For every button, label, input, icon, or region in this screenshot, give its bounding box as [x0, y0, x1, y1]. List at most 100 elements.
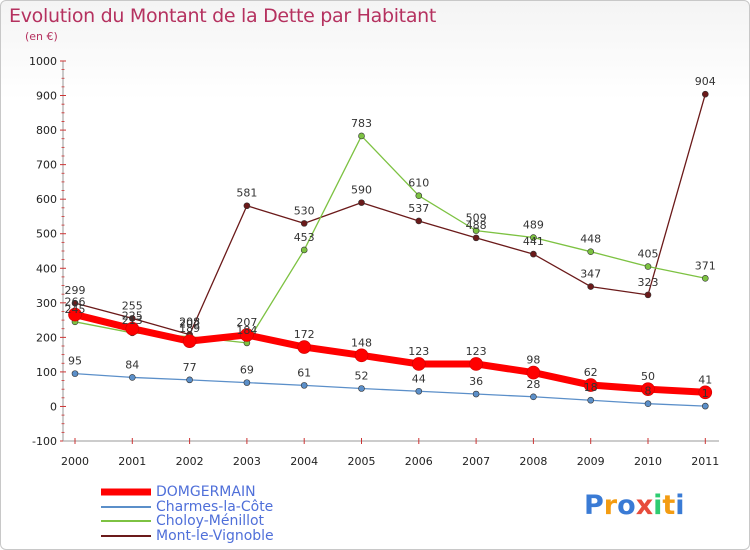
data-label: 41: [698, 373, 712, 386]
x-tick-label: 2005: [348, 455, 376, 468]
legend-item: DOMGERMAIN: [101, 485, 274, 500]
y-tick-label: -100: [32, 435, 57, 448]
x-tick-label: 2004: [290, 455, 318, 468]
data-point: [411, 357, 426, 371]
data-point: [129, 315, 136, 322]
legend-label: Choloy-Ménillot: [156, 513, 265, 529]
legend-swatch: [101, 520, 151, 523]
y-tick-label: 500: [36, 228, 57, 241]
data-label: 610: [408, 177, 429, 190]
data-label: 52: [355, 369, 369, 382]
data-label: 453: [294, 231, 315, 244]
logo-letter: P: [584, 490, 604, 521]
data-point: [698, 385, 713, 400]
legend-swatch: [101, 505, 151, 508]
data-point: [300, 382, 308, 389]
data-point: [530, 250, 537, 258]
data-label: 783: [351, 117, 372, 130]
legend-item: Charmes-la-Côte: [101, 498, 274, 515]
data-label: 84: [125, 358, 139, 371]
data-label: 347: [580, 268, 601, 281]
legend-item: Choloy-Ménillot: [101, 514, 274, 529]
y-tick-label: 0: [50, 400, 57, 413]
logo-letter: o: [617, 490, 636, 521]
series-line-mont-le-vignoble: [74, 93, 706, 336]
data-point: [68, 307, 82, 322]
y-tick-label: 100: [36, 366, 57, 379]
logo-letter: i: [653, 490, 663, 521]
data-label: 208: [179, 316, 200, 329]
x-tick-label: 2001: [118, 455, 146, 468]
data-point: [701, 90, 709, 98]
data-label: 1: [702, 387, 709, 400]
data-label: 18: [584, 381, 598, 394]
x-tick-label: 2009: [577, 455, 605, 468]
legend-label: Charmes-la-Côte: [156, 498, 274, 515]
logo-letter: t: [662, 490, 676, 521]
y-tick-label: 700: [36, 159, 57, 172]
logo-letter: i: [675, 490, 685, 521]
data-point: [354, 348, 369, 363]
data-label: 371: [695, 259, 716, 272]
data-point: [472, 234, 480, 242]
chart-legend: DOMGERMAIN Charmes-la-Côte Choloy-Ménillot…: [101, 485, 274, 543]
y-tick-label: 800: [36, 124, 57, 137]
y-tick-label: 200: [36, 331, 57, 344]
chart-title: Evolution du Montant de la Dette par Hab…: [9, 5, 437, 27]
data-point: [358, 132, 365, 140]
data-point: [587, 396, 595, 404]
data-point: [701, 274, 709, 282]
data-point: [358, 199, 365, 206]
data-label: 489: [523, 219, 544, 232]
series-line-domgermain: [74, 311, 706, 396]
data-point: [243, 379, 251, 386]
data-label: 62: [584, 366, 598, 379]
data-label: 50: [641, 370, 655, 383]
x-tick-label: 2000: [61, 455, 89, 468]
data-label: 123: [466, 345, 487, 358]
data-label: 28: [526, 378, 540, 391]
data-label: 202: [179, 318, 200, 331]
y-tick-label: 400: [36, 262, 57, 275]
data-label: 299: [65, 284, 86, 297]
x-tick-label: 2008: [519, 455, 547, 468]
data-label: 95: [68, 355, 82, 368]
data-point: [701, 402, 709, 410]
data-point: [71, 299, 79, 307]
y-tick-label: 1000: [29, 55, 57, 68]
data-label: 255: [122, 299, 143, 312]
data-point: [240, 328, 254, 342]
data-label: 8: [645, 385, 652, 398]
data-label: 537: [408, 202, 429, 215]
y-tick-label: 600: [36, 193, 57, 206]
data-label: 77: [183, 361, 197, 374]
data-point: [300, 246, 308, 254]
series-line-charmes-la-c-te: [74, 372, 706, 407]
legend-item: Mont-le-Vignoble: [101, 527, 274, 544]
data-point: [182, 334, 197, 348]
chart-subtitle: (en €): [25, 30, 58, 43]
data-label: 61: [297, 366, 311, 379]
data-point: [587, 283, 595, 290]
logo-letter: x: [635, 490, 654, 521]
data-label: 123: [408, 345, 429, 358]
data-label: 245: [65, 303, 86, 316]
data-label: 36: [469, 375, 483, 388]
data-label: 213: [122, 314, 143, 327]
data-point: [243, 202, 251, 210]
data-point: [129, 374, 136, 381]
data-point: [472, 390, 480, 398]
logo-letter: r: [603, 490, 618, 521]
data-point: [644, 291, 652, 299]
data-point: [644, 263, 652, 270]
proxiti-logo: Proxiti: [584, 490, 685, 521]
data-label: 184: [236, 324, 257, 337]
data-label: 225: [122, 310, 143, 323]
data-label: 44: [412, 372, 426, 385]
x-tick-label: 2010: [634, 455, 662, 468]
legend-label: Mont-le-Vignoble: [156, 527, 274, 544]
x-tick-label: 2007: [462, 455, 490, 468]
data-label: 189: [179, 322, 200, 335]
